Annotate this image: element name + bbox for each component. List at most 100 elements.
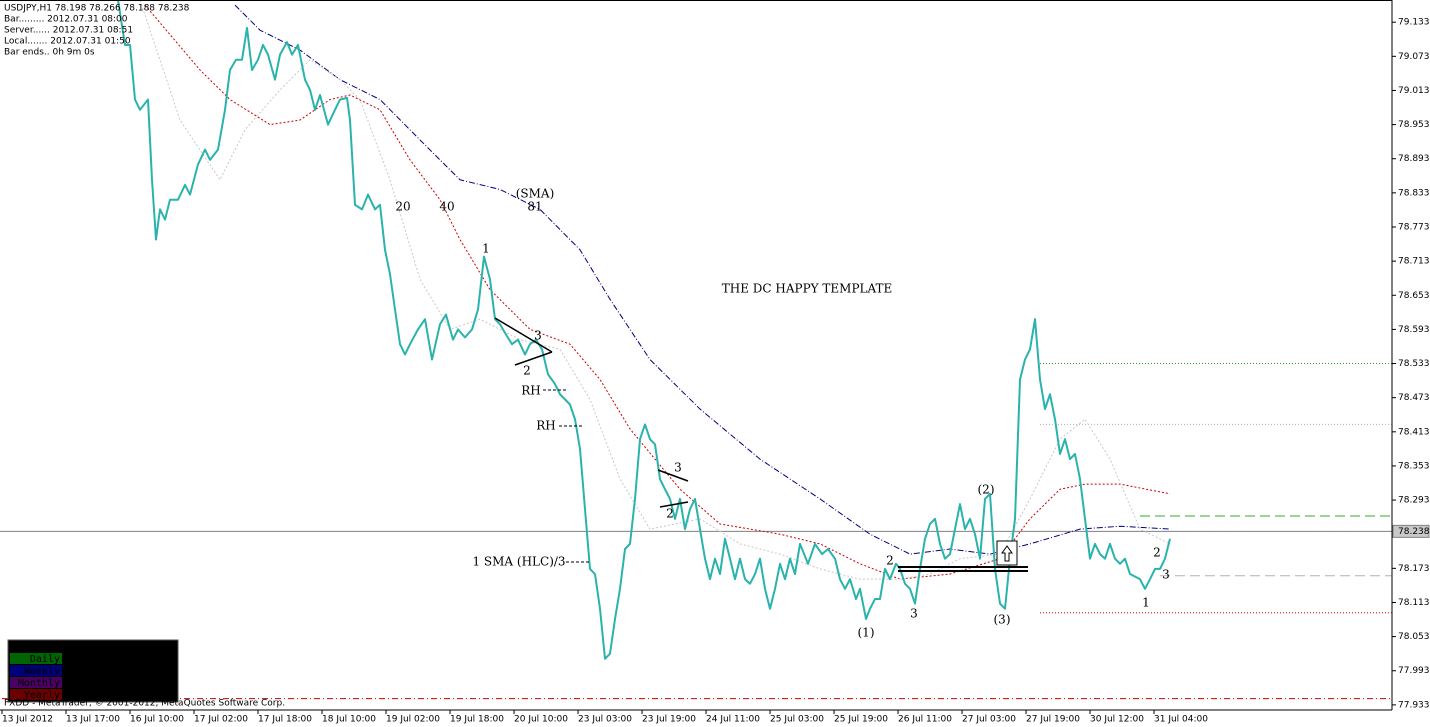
y-tick-label: 78.953 bbox=[1398, 120, 1430, 130]
y-tick-label: 78.713 bbox=[1398, 257, 1430, 267]
info-line: Local....... 2012.07.31 01:50 bbox=[4, 37, 131, 47]
x-tick-label: 16 Jul 10:00 bbox=[130, 715, 184, 725]
annotation: RH bbox=[536, 419, 556, 433]
y-tick-label: 78.533 bbox=[1398, 359, 1430, 369]
table-cell: 14 bbox=[108, 666, 120, 677]
annotation: 1 bbox=[482, 242, 490, 256]
y-tick-label: 78.473 bbox=[1398, 393, 1430, 403]
annotation: 2 bbox=[886, 554, 894, 568]
info-line: Bar ends.. 0h 9m 0s bbox=[4, 48, 95, 58]
x-tick-label: 20 Jul 10:00 bbox=[514, 715, 568, 725]
table-cell: 593 bbox=[64, 690, 82, 701]
annotation: (3) bbox=[994, 613, 1011, 627]
annotation: (2) bbox=[978, 483, 995, 497]
annotation: RH bbox=[521, 384, 541, 398]
table-cell: 132 bbox=[144, 690, 162, 701]
table-cell: 185 bbox=[64, 678, 82, 689]
footer: FXDD - MetaTrader, © 2001-2012, MetaQuot… bbox=[4, 699, 285, 709]
x-tick-label: 24 Jul 11:00 bbox=[706, 715, 760, 725]
current-price-box bbox=[1392, 524, 1430, 538]
row-label: Monthly bbox=[18, 678, 60, 689]
x-tick-label: 19 Jul 02:00 bbox=[386, 715, 440, 725]
x-tick-label: 13 Jul 2012 bbox=[2, 715, 53, 725]
series-line bbox=[117, 0, 1171, 660]
symbol-info: USDJPY,H1 78.198 78.266 78.188 78.238 Ba… bbox=[4, 4, 190, 58]
annotation: 81 bbox=[527, 200, 542, 214]
y-tick-label: 79.133 bbox=[1398, 18, 1430, 28]
x-tick-label: 17 Jul 18:00 bbox=[258, 715, 312, 725]
x-tick-label: 25 Jul 19:00 bbox=[834, 715, 888, 725]
row-label: Daily bbox=[30, 654, 60, 665]
annotation: 40 bbox=[439, 200, 454, 214]
trend-line bbox=[514, 351, 553, 366]
annotation: (SMA) bbox=[516, 187, 555, 201]
y-tick-label: 77.933 bbox=[1398, 700, 1430, 710]
annotation: 3 bbox=[910, 607, 918, 621]
annotation: (1) bbox=[858, 626, 875, 640]
table-cell: 29 bbox=[64, 666, 76, 677]
table-cell: 7 bbox=[144, 654, 150, 665]
annotation: 3 bbox=[674, 461, 682, 475]
trend-line bbox=[657, 469, 689, 482]
table-cell: 222 bbox=[108, 690, 126, 701]
y-tick-label: 78.893 bbox=[1398, 154, 1430, 164]
annotation: 2 bbox=[666, 507, 674, 521]
x-tick-label: 17 Jul 02:00 bbox=[194, 715, 248, 725]
table-cell: 14 bbox=[108, 654, 120, 665]
drawings bbox=[494, 317, 1028, 572]
y-tick-label: 79.073 bbox=[1398, 52, 1430, 62]
x-tick-label: 23 Jul 19:00 bbox=[642, 715, 696, 725]
table-cell: 18 bbox=[144, 666, 156, 677]
row-label: Weekly bbox=[24, 666, 60, 677]
x-tick-label: 31 Jul 04:00 bbox=[1154, 715, 1208, 725]
annotation: 20 bbox=[395, 200, 410, 214]
annotation: 3 bbox=[534, 329, 542, 343]
y-tick-label: 78.413 bbox=[1398, 427, 1430, 437]
table-header: C1-Hi bbox=[64, 641, 94, 652]
table-header: C1-Lo bbox=[108, 641, 138, 652]
info-line: Server...... 2012.07.31 08:51 bbox=[4, 26, 133, 36]
x-tick-label: 30 Jul 12:00 bbox=[1090, 715, 1144, 725]
row-label-bg bbox=[10, 689, 62, 700]
annotation: 1 SMA (HLC)/3 bbox=[472, 555, 565, 569]
annotation: 2 bbox=[1153, 546, 1161, 560]
annotation: 3 bbox=[1162, 568, 1170, 582]
y-tick-label: 78.293 bbox=[1398, 496, 1430, 506]
x-tick-label: 19 Jul 18:00 bbox=[450, 715, 504, 725]
x-tick-label: 18 Jul 10:00 bbox=[322, 715, 376, 725]
y-tick-label: 78.653 bbox=[1398, 291, 1430, 301]
table-cell: 2 bbox=[64, 654, 70, 665]
annotation: 2 bbox=[523, 364, 531, 378]
current-price-label: 78.238 bbox=[1398, 527, 1430, 537]
y-tick-label: 78.773 bbox=[1398, 222, 1430, 232]
info-line: Bar......... 2012.07.31 08:00 bbox=[4, 15, 128, 25]
x-tick-label: 27 Jul 03:00 bbox=[962, 715, 1016, 725]
y-tick-label: 78.173 bbox=[1398, 564, 1430, 574]
x-tick-label: 27 Jul 19:00 bbox=[1026, 715, 1080, 725]
row-label: Yearly bbox=[24, 690, 60, 701]
trend-line bbox=[494, 317, 553, 353]
arrow-box bbox=[996, 540, 1018, 566]
y-tick-label: 79.013 bbox=[1398, 86, 1430, 96]
annotation: 1 bbox=[1142, 596, 1150, 610]
y-tick-label: 78.053 bbox=[1398, 632, 1430, 642]
row-label-bg bbox=[10, 653, 62, 664]
info-line: USDJPY,H1 78.198 78.266 78.188 78.238 bbox=[4, 4, 190, 14]
y-tick-label: 78.593 bbox=[1398, 325, 1430, 335]
x-tick-label: 13 Jul 17:00 bbox=[66, 715, 120, 725]
x-tick-label: 25 Jul 03:00 bbox=[770, 715, 824, 725]
x-tick-label: 23 Jul 03:00 bbox=[578, 715, 632, 725]
up-arrow bbox=[1001, 545, 1013, 562]
y-tick-label: 78.833 bbox=[1398, 188, 1430, 198]
annotations: 20 40 (SMA) 81 1 3 2 RH RH THE DC HAPPY … bbox=[395, 187, 1169, 640]
y-tick-label: 78.113 bbox=[1398, 598, 1430, 608]
annotation: THE DC HAPPY TEMPLATE bbox=[722, 282, 893, 296]
y-tick-label: 78.353 bbox=[1398, 461, 1430, 471]
row-label-bg bbox=[10, 665, 62, 676]
trend-line bbox=[659, 501, 689, 508]
x-tick-label: 26 Jul 11:00 bbox=[898, 715, 952, 725]
table-header: EXTREME bbox=[12, 641, 54, 652]
